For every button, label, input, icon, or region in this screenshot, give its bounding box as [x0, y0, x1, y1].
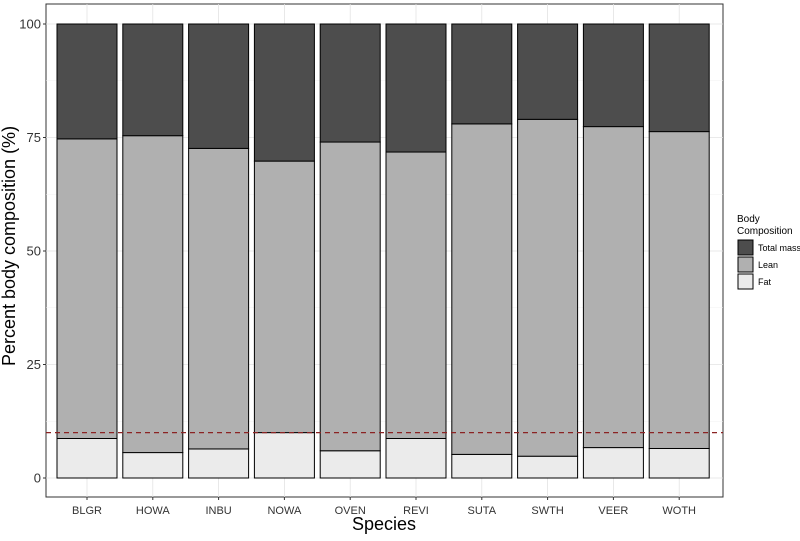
legend-label-fat: Fat	[758, 277, 772, 287]
x-axis-title: Species	[352, 514, 416, 534]
bar-suta-fat	[451, 453, 513, 479]
bar-howa-total-mass	[122, 23, 184, 137]
x-tick-label-inbu: INBU	[205, 505, 231, 517]
legend-key-lean	[737, 256, 754, 273]
bar-revi-lean	[385, 151, 447, 440]
legend-key-fat	[737, 273, 754, 290]
y-tick-label: 25	[27, 357, 41, 372]
bar-woth-fat	[648, 447, 710, 479]
legend-title-line1: Body	[737, 214, 760, 225]
bar-veer-fat	[582, 447, 644, 479]
bar-woth-lean	[648, 131, 710, 449]
x-tick-label-nowa: NOWA	[267, 505, 301, 517]
legend-label-lean: Lean	[758, 260, 778, 270]
bars-layer	[56, 23, 710, 479]
legend-label-total-mass: Total mass	[758, 243, 800, 253]
bar-suta-total-mass	[451, 23, 513, 125]
bar-inbu-total-mass	[188, 23, 250, 149]
x-tick-label-woth: WOTH	[662, 505, 696, 517]
bar-nowa-total-mass	[253, 23, 315, 162]
bar-swth-fat	[517, 455, 579, 479]
bar-nowa-fat	[253, 432, 315, 479]
bar-revi-total-mass	[385, 23, 447, 153]
bar-suta-lean	[451, 123, 513, 455]
y-axis-ticks: 0 25 50 75 100	[19, 17, 46, 486]
bar-inbu-fat	[188, 448, 250, 479]
y-tick-label: 0	[34, 471, 41, 486]
legend-key-total-mass	[737, 239, 754, 256]
x-tick-label-blgr: BLGR	[72, 505, 102, 517]
bar-oven-fat	[319, 450, 381, 479]
bar-woth-total-mass	[648, 23, 710, 133]
bar-swth-total-mass	[517, 23, 579, 120]
legend-title-line2: Composition	[737, 226, 793, 237]
legend-items: Total mass Lean Fat	[737, 239, 800, 290]
y-tick-label: 100	[19, 17, 41, 32]
bar-oven-lean	[319, 141, 381, 452]
bar-howa-lean	[122, 135, 184, 454]
y-axis-title: Percent body composition (%)	[0, 126, 19, 366]
x-tick-label-revi: REVI	[403, 505, 429, 517]
bar-blgr-total-mass	[56, 23, 118, 140]
bar-blgr-fat	[56, 438, 118, 479]
bar-veer-total-mass	[582, 23, 644, 128]
bar-revi-fat	[385, 438, 447, 479]
bar-blgr-lean	[56, 138, 118, 440]
x-tick-label-veer: VEER	[598, 505, 628, 517]
bar-nowa-lean	[253, 160, 315, 434]
bar-howa-fat	[122, 452, 184, 479]
y-tick-label: 75	[27, 130, 41, 145]
bar-oven-total-mass	[319, 23, 381, 143]
bar-veer-lean	[582, 126, 644, 449]
x-tick-label-suta: SUTA	[468, 505, 497, 517]
bar-inbu-lean	[188, 147, 250, 450]
x-tick-label-howa: HOWA	[136, 505, 170, 517]
x-tick-label-oven: OVEN	[335, 505, 366, 517]
y-tick-label: 50	[27, 244, 41, 259]
bar-swth-lean	[517, 118, 579, 457]
x-tick-label-swth: SWTH	[531, 505, 563, 517]
legend: Body Composition Total mass Lean Fat	[737, 214, 800, 290]
x-axis-ticks: BLGR HOWA INBU NOWA OVEN REVI SUTA SWTH VEER WOTH	[72, 497, 696, 517]
